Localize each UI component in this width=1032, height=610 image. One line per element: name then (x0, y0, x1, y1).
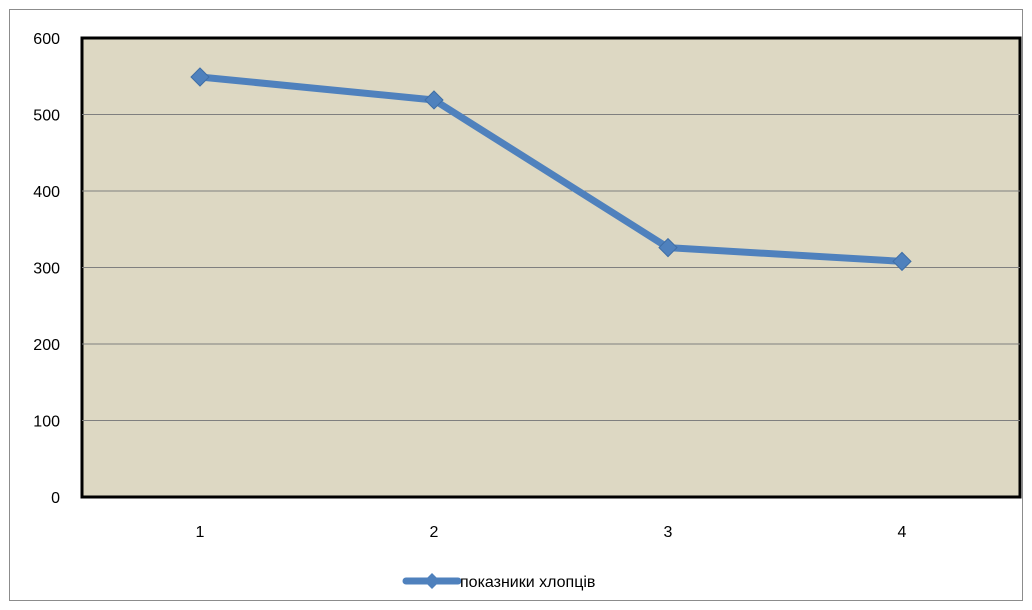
x-tick-label: 4 (898, 524, 907, 541)
series-markers (190, 67, 912, 272)
series-line (196, 73, 906, 265)
y-tick-label: 600 (33, 31, 60, 48)
data-point-marker (892, 251, 912, 272)
legend-marker-swatch (424, 573, 440, 589)
y-tick-label: 200 (33, 337, 60, 354)
y-tick-label: 400 (33, 184, 60, 201)
x-tick-label: 2 (430, 524, 439, 541)
legend-label: показники хлопців (460, 574, 595, 591)
x-tick-label: 1 (196, 524, 205, 541)
x-tick-label: 3 (664, 524, 673, 541)
y-tick-label: 500 (33, 108, 60, 125)
y-tick-label: 300 (33, 261, 60, 278)
data-point-marker (190, 67, 210, 87)
y-axis-ticks: 0 100 200 300 400 500 600 (33, 31, 60, 507)
legend: показники хлопців (402, 573, 595, 591)
y-tick-label: 100 (33, 414, 60, 431)
gridlines (82, 114, 1020, 421)
data-point-marker (424, 90, 444, 110)
data-point-marker (658, 237, 678, 258)
x-axis-ticks: 1 2 3 4 (196, 524, 907, 541)
y-tick-label: 0 (51, 490, 60, 507)
